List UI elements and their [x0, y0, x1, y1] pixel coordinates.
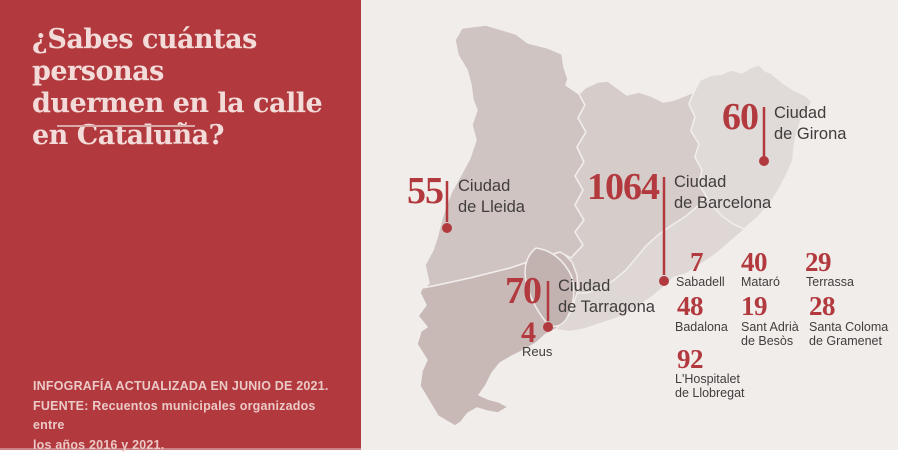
city-value-terrassa: 29 — [805, 247, 832, 277]
source-note: INFOGRAFÍA ACTUALIZADA EN JUNIO DE 2021.… — [33, 377, 333, 454]
city-label-sabadell: Sabadell — [676, 275, 725, 290]
source-note-line: los años 2016 y 2021. — [33, 437, 165, 452]
title-line: ¿Sabes cuántas personas — [32, 24, 257, 87]
title-underline — [57, 125, 195, 127]
city-label-reus: Reus — [522, 345, 552, 359]
city-label-line: Ciudad — [774, 104, 827, 122]
city-label-line: de Barcelona — [674, 194, 772, 212]
city-value-sabadell: 7 — [690, 247, 704, 277]
city-label-line: Terrassa — [806, 275, 854, 289]
leader-dot-girona — [759, 156, 769, 166]
city-value-mataro: 40 — [741, 247, 768, 277]
map-region-tarragona-city — [524, 247, 575, 328]
city-label-line: Sant Adrià — [741, 320, 799, 334]
city-label-line: de Besòs — [741, 333, 794, 348]
source-note-line: FUENTE: Recuentos municipales organizado… — [33, 398, 316, 433]
city-value-badalona: 48 — [677, 291, 704, 321]
city-label-line: de Lleida — [458, 198, 525, 216]
city-label-line: Sabadell — [676, 275, 725, 289]
city-label-mataro: Mataró — [741, 275, 780, 290]
city-label-lleida: Ciudad de Lleida — [458, 176, 525, 218]
city-label-line: Ciudad — [674, 173, 727, 191]
city-label-girona: Ciudad de Girona — [774, 103, 846, 145]
city-label-line: Ciudad — [458, 177, 511, 195]
leader-dot-lleida — [442, 223, 452, 233]
city-label-sant-adria: Sant Adrià de Besòs — [741, 320, 799, 348]
city-label-line: de Tarragona — [558, 298, 655, 316]
leader-dot-tarragona — [543, 322, 553, 332]
city-label-line: Reus — [522, 344, 553, 359]
city-label-line: Badalona — [675, 320, 728, 334]
city-label-line: Santa Coloma — [809, 320, 889, 334]
city-label-line: L'Hospitalet — [675, 372, 740, 386]
map-region-central — [564, 80, 707, 294]
city-value-santa-coloma: 28 — [809, 291, 836, 321]
city-value-lleida: 55 — [407, 170, 444, 212]
leader-dot-barcelona — [659, 276, 669, 286]
source-note-line: INFOGRAFÍA ACTUALIZADA EN JUNIO DE 2021. — [33, 379, 329, 393]
city-value-tarragona: 70 — [505, 270, 542, 312]
city-label-line: Mataró — [741, 275, 780, 289]
city-label-line: Ciudad — [558, 277, 611, 295]
city-label-badalona: Badalona — [675, 320, 728, 335]
leader-lines — [442, 107, 769, 332]
map-region-girona — [688, 64, 813, 230]
city-label-hospitalet: L'Hospitalet de Llobregat — [675, 372, 745, 400]
city-label-line: de Girona — [774, 125, 847, 143]
left-red-panel — [0, 0, 361, 448]
panel-bottom-strip — [0, 448, 361, 450]
title-line: duermen en la calle — [32, 88, 323, 119]
city-label-terrassa: Terrassa — [806, 275, 854, 290]
city-label-line: de Llobregat — [675, 385, 745, 400]
city-label-tarragona: Ciudad de Tarragona — [558, 276, 655, 318]
city-value-reus: 4 — [521, 316, 536, 349]
city-value-sant-adria: 19 — [741, 291, 768, 321]
city-value-barcelona: 1064 — [587, 166, 660, 208]
city-label-barcelona: Ciudad de Barcelona — [674, 172, 771, 214]
city-value-girona: 60 — [722, 96, 759, 138]
city-label-line: de Gramenet — [809, 333, 882, 348]
city-label-santa-coloma: Santa Coloma de Gramenet — [809, 320, 889, 348]
city-value-hospitalet: 92 — [677, 344, 704, 374]
